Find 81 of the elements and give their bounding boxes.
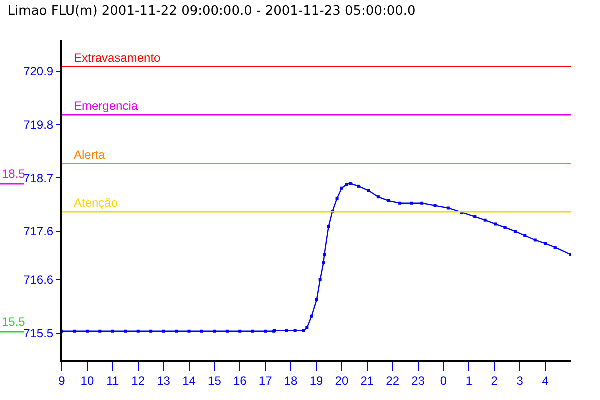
point xyxy=(136,330,140,333)
point xyxy=(336,197,339,200)
x-tick-label: 21 xyxy=(360,374,374,388)
point xyxy=(226,330,229,333)
ref-line-label: Atenção xyxy=(74,196,118,210)
y-tick-label: 719.8 xyxy=(24,118,54,132)
point xyxy=(398,202,402,205)
point xyxy=(302,329,306,332)
point xyxy=(86,330,89,333)
x-tick-label: 3 xyxy=(516,374,524,388)
point xyxy=(446,206,450,210)
point xyxy=(420,202,424,205)
point xyxy=(188,330,191,333)
x-tick-label: 20 xyxy=(335,374,349,388)
point xyxy=(524,234,527,238)
point xyxy=(327,225,330,228)
ref-line-label: Alerta xyxy=(74,148,106,162)
point xyxy=(73,330,76,333)
point xyxy=(474,215,477,218)
point xyxy=(111,330,114,333)
point xyxy=(213,330,216,333)
x-tick-label: 10 xyxy=(80,374,94,388)
x-tick-label: 18 xyxy=(284,374,298,388)
point xyxy=(315,298,318,302)
point xyxy=(294,329,297,332)
point xyxy=(323,253,326,256)
x-tick-label: 15 xyxy=(208,374,222,388)
x-tick-label: 1 xyxy=(466,374,473,388)
point xyxy=(434,204,437,208)
x-tick-label: 23 xyxy=(412,374,426,388)
x-tick-label: 9 xyxy=(58,374,66,388)
x-tick-label: 16 xyxy=(233,374,248,388)
x-tick-label: 22 xyxy=(386,374,400,388)
point xyxy=(410,202,414,205)
point xyxy=(306,326,309,330)
x-tick-label: 0 xyxy=(440,374,448,388)
point xyxy=(285,329,288,332)
point xyxy=(357,184,360,188)
ref-line-label: Extravasamento xyxy=(74,51,162,65)
point xyxy=(504,226,507,230)
x-tick-label: 12 xyxy=(132,374,146,388)
x-tick-label: 2 xyxy=(491,374,498,388)
point xyxy=(494,222,497,226)
point xyxy=(346,182,349,186)
point xyxy=(238,330,242,333)
y-tick-label: 716.6 xyxy=(24,273,54,288)
text: 15.5 xyxy=(2,315,26,329)
point xyxy=(322,262,326,265)
point xyxy=(264,330,268,333)
point xyxy=(554,246,557,250)
point xyxy=(534,238,537,242)
point xyxy=(484,218,487,222)
x-tick-label: 17 xyxy=(258,374,273,388)
point xyxy=(175,330,178,333)
x-tick-label: 19 xyxy=(310,374,324,388)
ref-line-label: Emergencia xyxy=(74,99,138,113)
point xyxy=(318,278,322,282)
point xyxy=(348,182,352,186)
point xyxy=(514,230,517,234)
text: 18.5 xyxy=(2,167,26,181)
point xyxy=(376,196,380,199)
x-tick-label: 13 xyxy=(157,374,171,388)
point xyxy=(544,242,548,246)
x-tick-label: 11 xyxy=(106,374,120,388)
y-tick-label: 718.7 xyxy=(24,171,54,186)
x-tick-label: 4 xyxy=(542,374,550,388)
point xyxy=(150,330,153,333)
point xyxy=(98,330,102,333)
point xyxy=(124,330,128,333)
point xyxy=(200,330,204,333)
point xyxy=(387,199,390,202)
point xyxy=(367,189,370,192)
y-tick-label: 717.6 xyxy=(24,224,54,239)
point xyxy=(162,330,166,333)
y-tick-label: 715.5 xyxy=(24,326,54,341)
point xyxy=(310,314,314,318)
point xyxy=(340,186,344,190)
y-tick-label: 720.9 xyxy=(24,64,54,79)
x-tick-label: 14 xyxy=(182,374,196,388)
chart-title: Limao FLU(m) 2001-11-22 09:00:00.0 - 2001-11-23 05:00:00.0 xyxy=(8,4,416,20)
point xyxy=(251,330,254,333)
